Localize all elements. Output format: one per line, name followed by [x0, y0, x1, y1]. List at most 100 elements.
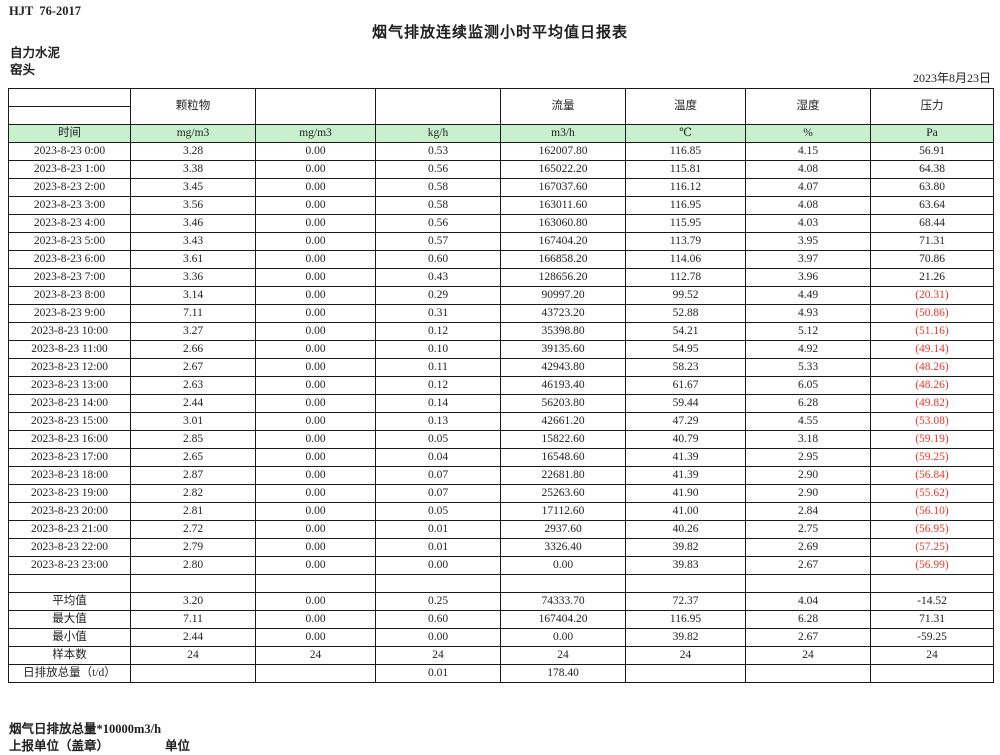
- time-cell: 2023-8-23 15:00: [8, 412, 131, 431]
- temperature-cell: [625, 664, 746, 683]
- temperature-cell: 115.81: [625, 160, 746, 179]
- temperature-cell: 116.85: [625, 142, 746, 161]
- humidity-cell: 4.49: [745, 286, 871, 305]
- summary-label-cell: 平均值: [8, 592, 131, 611]
- temperature-cell: 41.00: [625, 502, 746, 521]
- particulate2-cell: 0.00: [255, 628, 376, 647]
- col-group-humidity: 湿度: [745, 88, 871, 125]
- humidity-cell: 4.07: [745, 178, 871, 197]
- pressure-cell: 70.86: [870, 250, 994, 269]
- humidity-cell: 2.95: [745, 448, 871, 467]
- temperature-cell: 52.88: [625, 304, 746, 323]
- particulate-cell: 3.01: [130, 412, 256, 431]
- data-row: 2023-8-23 20:00 2.81 0.00 0.05 17112.60 41.00…: [8, 502, 994, 521]
- col-group-flow: 流量: [500, 88, 626, 125]
- footer-report-unit-line: 上报单位（盖章） 单位: [9, 738, 190, 754]
- spacer-cell: [870, 574, 994, 593]
- flow-cell: 162007.80: [500, 142, 626, 161]
- emission-rate-cell: 0.12: [375, 376, 501, 395]
- data-row: 2023-8-23 10:00 3.27 0.00 0.12 35398.80 54.21…: [8, 322, 994, 341]
- particulate2-cell: 0.00: [255, 142, 376, 161]
- emission-rate-cell: 0.11: [375, 358, 501, 377]
- pressure-cell: 63.80: [870, 178, 994, 197]
- col-group-particulate: 颗粒物: [130, 88, 256, 125]
- humidity-cell: 2.90: [745, 484, 871, 503]
- time-cell: 2023-8-23 4:00: [8, 214, 131, 233]
- particulate-cell: 7.11: [130, 304, 256, 323]
- particulate2-cell: 0.00: [255, 610, 376, 629]
- pressure-cell: (20.31): [870, 286, 994, 305]
- emission-rate-cell: 0.60: [375, 610, 501, 629]
- flow-cell: 166858.20: [500, 250, 626, 269]
- time-cell: 2023-8-23 14:00: [8, 394, 131, 413]
- emission-rate-cell: 0.05: [375, 430, 501, 449]
- data-row: 2023-8-23 8:00 3.14 0.00 0.29 90997.20 99.52 4…: [8, 286, 994, 305]
- particulate-cell: 3.38: [130, 160, 256, 179]
- pressure-cell: (59.25): [870, 448, 994, 467]
- particulate2-cell: 0.00: [255, 340, 376, 359]
- data-row: 2023-8-23 5:00 3.43 0.00 0.57 167404.20 113.7…: [8, 232, 994, 251]
- data-row: 2023-8-23 4:00 3.46 0.00 0.56 163060.80 115.9…: [8, 214, 994, 233]
- time-cell: 2023-8-23 1:00: [8, 160, 131, 179]
- particulate-cell: 2.65: [130, 448, 256, 467]
- particulate2-cell: 0.00: [255, 304, 376, 323]
- temperature-cell: 72.37: [625, 592, 746, 611]
- unit-particulate2-cell: mg/m3: [255, 124, 376, 143]
- emission-rate-cell: 0.53: [375, 142, 501, 161]
- time-cell: 2023-8-23 20:00: [8, 502, 131, 521]
- humidity-cell: 5.33: [745, 358, 871, 377]
- particulate2-cell: 0.00: [255, 520, 376, 539]
- pressure-cell: 64.38: [870, 160, 994, 179]
- footer-note: 烟气日排放总量*10000m3/h: [9, 722, 162, 736]
- spacer-cell: [255, 574, 376, 593]
- unit-label: 单位: [165, 739, 191, 753]
- particulate2-cell: 0.00: [255, 178, 376, 197]
- pressure-cell: (51.16): [870, 322, 994, 341]
- particulate-cell: 2.67: [130, 358, 256, 377]
- flow-cell: 0.00: [500, 556, 626, 575]
- particulate2-cell: 0.00: [255, 250, 376, 269]
- time-cell: 2023-8-23 19:00: [8, 484, 131, 503]
- flow-cell: 167037.60: [500, 178, 626, 197]
- summary-row: 平均值 3.20 0.00 0.25 74333.70 72.37 4.04 -14.52: [8, 592, 994, 611]
- data-row: 2023-8-23 6:00 3.61 0.00 0.60 166858.20 114.0…: [8, 250, 994, 269]
- spacer-cell: [375, 574, 501, 593]
- emission-rate-cell: 0.01: [375, 664, 501, 683]
- time-cell: 2023-8-23 17:00: [8, 448, 131, 467]
- particulate-cell: 3.27: [130, 322, 256, 341]
- data-row: 2023-8-23 0:00 3.28 0.00 0.53 162007.80 116.8…: [8, 142, 994, 161]
- pressure-cell: 71.31: [870, 232, 994, 251]
- data-row: 2023-8-23 18:00 2.87 0.00 0.07 22681.80 41.39…: [8, 466, 994, 485]
- particulate-cell: 2.85: [130, 430, 256, 449]
- temperature-cell: 41.39: [625, 466, 746, 485]
- humidity-cell: 2.75: [745, 520, 871, 539]
- emission-rate-cell: 0.25: [375, 592, 501, 611]
- pressure-cell: 63.64: [870, 196, 994, 215]
- temperature-cell: 54.21: [625, 322, 746, 341]
- emission-rate-cell: 0.57: [375, 232, 501, 251]
- particulate2-cell: 0.00: [255, 322, 376, 341]
- flow-cell: 163060.80: [500, 214, 626, 233]
- temperature-cell: 59.44: [625, 394, 746, 413]
- group-header-row: 颗粒物 流量 温度 湿度 压力: [8, 88, 994, 125]
- spacer-cell: [625, 574, 746, 593]
- flow-cell: 39135.60: [500, 340, 626, 359]
- time-cell: 2023-8-23 7:00: [8, 268, 131, 287]
- data-row: 2023-8-23 22:00 2.79 0.00 0.01 3326.40 39.82 2…: [8, 538, 994, 557]
- data-row: 2023-8-23 21:00 2.72 0.00 0.01 2937.60 40.26 2…: [8, 520, 994, 539]
- flow-cell: 16548.60: [500, 448, 626, 467]
- emission-rate-cell: 0.29: [375, 286, 501, 305]
- time-cell: 2023-8-23 10:00: [8, 322, 131, 341]
- time-cell: 2023-8-23 6:00: [8, 250, 131, 269]
- unit-header-row: 时间 mg/m3 mg/m3 kg/h m3/h ℃ % Pa: [8, 124, 994, 143]
- emission-rate-cell: 0.07: [375, 466, 501, 485]
- data-row: 2023-8-23 23:00 2.80 0.00 0.00 0.00 39.83 2.67…: [8, 556, 994, 575]
- humidity-cell: 2.90: [745, 466, 871, 485]
- summary-label-cell: 样本数: [8, 646, 131, 665]
- flow-cell: 15822.60: [500, 430, 626, 449]
- particulate-cell: 2.79: [130, 538, 256, 557]
- flow-cell: 24: [500, 646, 626, 665]
- emission-rate-cell: 0.56: [375, 214, 501, 233]
- pressure-cell: (56.10): [870, 502, 994, 521]
- particulate-cell: 3.14: [130, 286, 256, 305]
